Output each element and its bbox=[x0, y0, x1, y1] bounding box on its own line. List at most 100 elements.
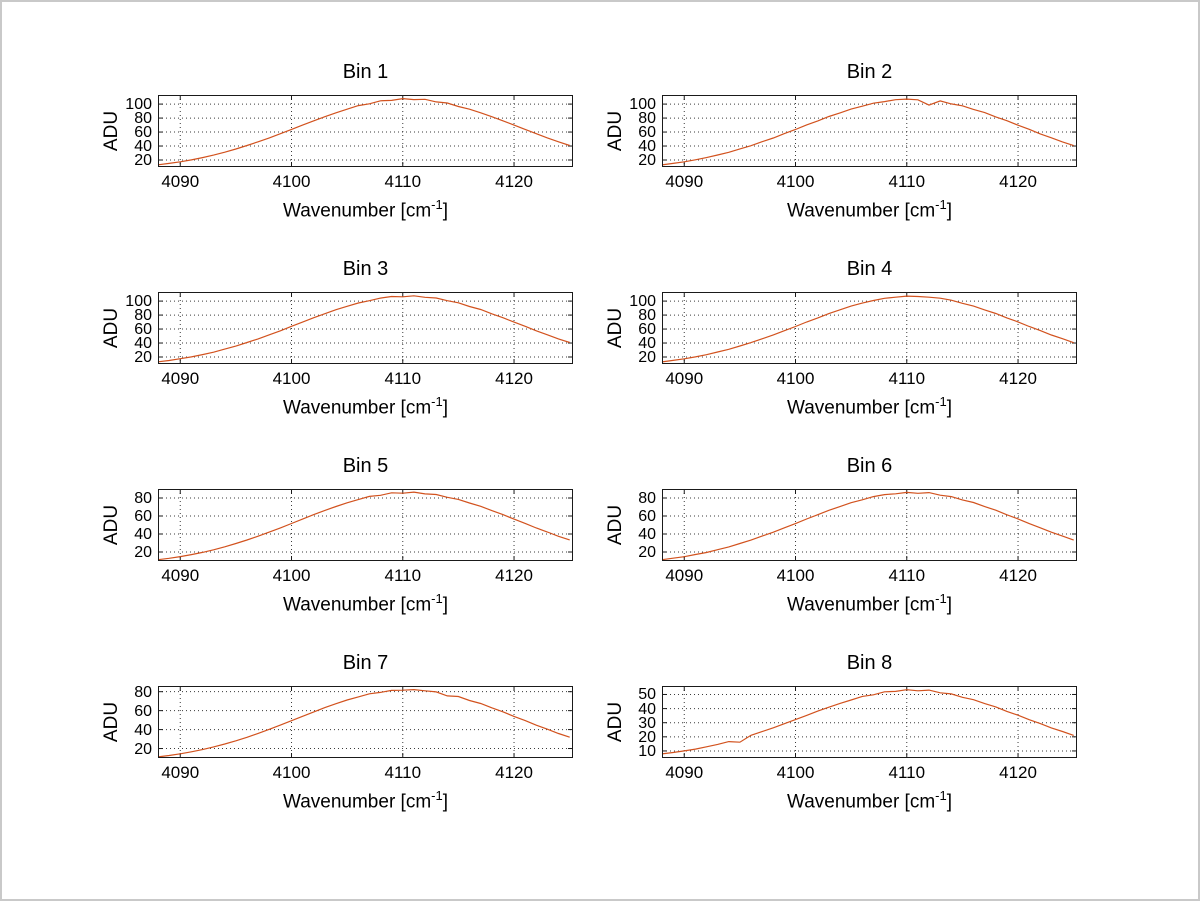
axis-box bbox=[158, 292, 573, 364]
y-tick-label: 50 bbox=[638, 686, 656, 704]
x-axis-label-close: ] bbox=[442, 200, 448, 222]
x-axis-label-close: ] bbox=[946, 594, 952, 616]
x-tick-label: 4100 bbox=[272, 763, 311, 782]
x-tick-label: 4110 bbox=[888, 369, 926, 388]
plot-area bbox=[157, 292, 573, 364]
data-line bbox=[157, 295, 570, 363]
y-tick-label: 20 bbox=[638, 349, 656, 366]
y-tick-label: 100 bbox=[629, 96, 656, 114]
y-tick-label: 80 bbox=[134, 307, 152, 325]
y-tick-label: 20 bbox=[638, 728, 656, 746]
y-tick-label: 20 bbox=[134, 544, 152, 561]
y-tick-label: 20 bbox=[638, 152, 656, 169]
y-tick-label: 60 bbox=[638, 508, 656, 525]
x-tick-label: 4110 bbox=[888, 763, 926, 782]
x-tick-label: 4110 bbox=[384, 369, 422, 388]
x-axis-label-superscript: -1 bbox=[431, 591, 443, 606]
x-axis-label-superscript: -1 bbox=[431, 197, 443, 212]
y-tick-label: 80 bbox=[134, 683, 152, 701]
x-axis-label-close: ] bbox=[442, 791, 448, 813]
x-axis-label-text: Wavenumber [cm bbox=[282, 200, 432, 222]
x-tick-label: 4120 bbox=[495, 369, 533, 388]
y-tick-label: 40 bbox=[638, 700, 656, 718]
data-line bbox=[661, 689, 1074, 755]
plot-area bbox=[157, 489, 573, 561]
axis-box bbox=[158, 95, 573, 167]
x-tick-label: 4090 bbox=[665, 566, 704, 585]
x-tick-label: 4090 bbox=[161, 763, 200, 782]
y-tick-label: 60 bbox=[134, 702, 152, 720]
subplot: Bin 3 ADU Wavenumber [cm-1] 4090 4100 4110… bbox=[90, 254, 620, 446]
x-tick-label: 4090 bbox=[665, 369, 704, 388]
y-tick-label: 100 bbox=[629, 293, 656, 311]
x-axis-label-superscript: -1 bbox=[935, 591, 947, 606]
x-axis-label: Wavenumber [cm-1] bbox=[158, 394, 573, 419]
subplot-title: Bin 3 bbox=[342, 258, 389, 280]
x-tick-label: 4120 bbox=[999, 369, 1037, 388]
x-tick-label: 4090 bbox=[665, 172, 704, 191]
x-tick-label: 4100 bbox=[272, 369, 311, 388]
x-tick-label: 4090 bbox=[161, 369, 200, 388]
x-axis-label-text: Wavenumber [cm bbox=[282, 397, 432, 419]
x-axis-label: Wavenumber [cm-1] bbox=[158, 591, 573, 616]
data-line bbox=[157, 97, 570, 166]
subplot-title: Bin 2 bbox=[846, 61, 893, 83]
plot-area bbox=[661, 489, 1077, 561]
data-line bbox=[157, 688, 570, 758]
x-tick-label: 4120 bbox=[999, 172, 1037, 191]
data-line bbox=[157, 491, 570, 561]
y-tick-label: 60 bbox=[134, 124, 152, 142]
x-tick-label: 4120 bbox=[999, 566, 1037, 585]
y-tick-label: 40 bbox=[134, 526, 152, 543]
x-tick-label: 4090 bbox=[161, 172, 200, 191]
x-axis-label: Wavenumber [cm-1] bbox=[158, 197, 573, 222]
x-tick-label: 4110 bbox=[384, 763, 422, 782]
x-axis-label-close: ] bbox=[442, 594, 448, 616]
x-axis-label-superscript: -1 bbox=[935, 197, 947, 212]
x-axis-label-text: Wavenumber [cm bbox=[786, 397, 936, 419]
x-tick-label: 4120 bbox=[495, 566, 533, 585]
subplot: Bin 7 ADU Wavenumber [cm-1] 4090 4100 4110… bbox=[90, 648, 620, 840]
axis-box bbox=[662, 686, 1077, 758]
axis-box bbox=[158, 489, 573, 561]
subplot: Bin 4 ADU Wavenumber [cm-1] 4090 4100 4110… bbox=[594, 254, 1124, 446]
axis-box bbox=[662, 292, 1077, 364]
x-tick-label: 4110 bbox=[888, 566, 926, 585]
x-tick-label: 4090 bbox=[665, 763, 704, 782]
subplot-title: Bin 6 bbox=[846, 455, 893, 477]
x-axis-label-superscript: -1 bbox=[431, 394, 443, 409]
x-axis-label: Wavenumber [cm-1] bbox=[662, 394, 1077, 419]
y-tick-label: 40 bbox=[134, 138, 152, 156]
plot-area bbox=[661, 95, 1077, 167]
y-tick-label: 40 bbox=[134, 721, 152, 739]
x-axis-label-text: Wavenumber [cm bbox=[786, 200, 936, 222]
y-tick-label: 20 bbox=[134, 152, 152, 169]
data-line bbox=[661, 295, 1074, 363]
subplot: Bin 5 ADU Wavenumber [cm-1] 4090 4100 4110… bbox=[90, 451, 620, 643]
x-tick-label: 4090 bbox=[161, 566, 200, 585]
x-axis-label-text: Wavenumber [cm bbox=[282, 791, 432, 813]
plot-area bbox=[157, 686, 573, 758]
x-tick-label: 4100 bbox=[776, 566, 815, 585]
y-tick-label: 80 bbox=[638, 307, 656, 325]
plot-area bbox=[157, 95, 573, 167]
x-tick-label: 4100 bbox=[776, 763, 815, 782]
x-tick-label: 4120 bbox=[495, 763, 533, 782]
y-tick-label: 80 bbox=[134, 490, 152, 507]
y-tick-label: 40 bbox=[638, 138, 656, 156]
x-axis-label: Wavenumber [cm-1] bbox=[662, 197, 1077, 222]
subplot-title: Bin 5 bbox=[342, 455, 389, 477]
subplot: Bin 1 ADU Wavenumber [cm-1] 4090 4100 4110… bbox=[90, 57, 620, 249]
x-tick-label: 4120 bbox=[495, 172, 533, 191]
subplot-title: Bin 4 bbox=[846, 258, 893, 280]
x-axis-label: Wavenumber [cm-1] bbox=[662, 788, 1077, 813]
x-axis-label-close: ] bbox=[946, 200, 952, 222]
x-axis-label-text: Wavenumber [cm bbox=[786, 594, 936, 616]
plot-area bbox=[661, 292, 1077, 364]
y-tick-label: 60 bbox=[638, 124, 656, 142]
y-tick-label: 30 bbox=[638, 714, 656, 732]
plot-area bbox=[661, 686, 1077, 758]
y-tick-label: 20 bbox=[134, 740, 152, 758]
subplot: Bin 2 ADU Wavenumber [cm-1] 4090 4100 4110… bbox=[594, 57, 1124, 249]
